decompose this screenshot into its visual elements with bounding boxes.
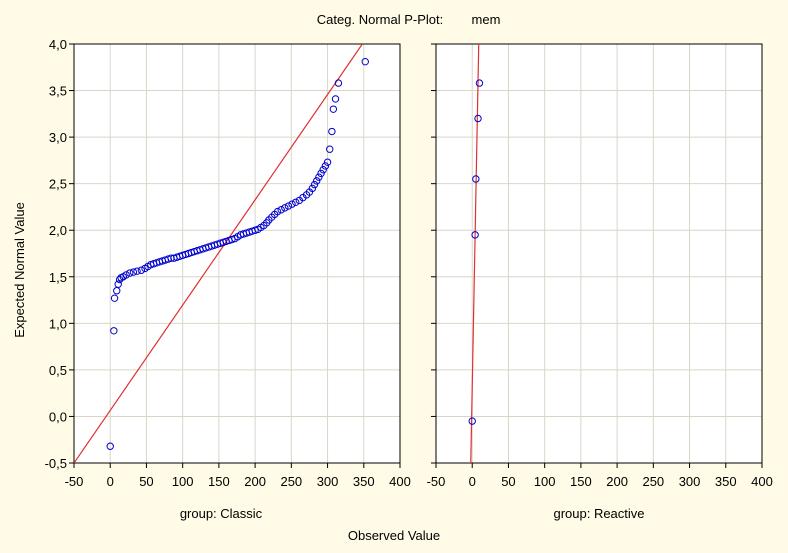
x-tick-label: 200 <box>606 474 628 489</box>
y-tick-label: 0,0 <box>49 409 67 424</box>
data-point <box>319 166 327 174</box>
chart-title: Categ. Normal P-Plot: <box>317 12 443 27</box>
data-point <box>126 269 134 277</box>
data-point <box>129 268 138 276</box>
plot-area <box>435 43 763 464</box>
panel-reactive: -50 0 50 100 150 200 250 300 350 400 <box>427 43 773 489</box>
fit-line <box>470 44 480 463</box>
data-point <box>310 180 319 189</box>
x-tick-label: 100 <box>534 474 556 489</box>
data-point <box>472 175 480 183</box>
data-point <box>317 169 325 178</box>
data-point <box>474 114 482 123</box>
data-point <box>281 204 289 212</box>
data-point <box>334 79 343 87</box>
x-tick-label: -50 <box>427 474 446 489</box>
data-point <box>468 417 476 425</box>
data-point <box>106 442 114 450</box>
data-point <box>137 266 146 274</box>
x-tick-label: 400 <box>751 474 773 489</box>
x-tick-label: 250 <box>642 474 664 489</box>
y-tick-label: 3,5 <box>49 84 67 99</box>
x-tick-label: -50 <box>65 474 84 489</box>
x-tick-label: 250 <box>280 474 302 489</box>
x-tick-label: 50 <box>501 474 515 489</box>
data-point <box>321 162 330 170</box>
y-tick-label: 4,0 <box>49 37 67 52</box>
y-tick-label: 0,5 <box>49 363 67 378</box>
x-tick-label: 300 <box>679 474 701 489</box>
x-tick-label: 400 <box>389 474 411 489</box>
panel-classic: -50 0 50 100 150 200 250 300 350 400 -0,5 0,0 0,5 1,0… <box>45 37 411 489</box>
panel-label-reactive: group: Reactive <box>553 506 644 521</box>
plot-border <box>73 43 401 464</box>
data-point <box>277 206 285 214</box>
data-point <box>326 145 334 153</box>
data-point <box>328 127 336 136</box>
data-point <box>329 105 338 113</box>
x-tick-label: 150 <box>208 474 230 489</box>
x-tick-label: 350 <box>715 474 737 489</box>
data-point <box>110 327 118 335</box>
x-tick-label: 200 <box>244 474 266 489</box>
x-tick-label: 0 <box>107 474 114 489</box>
x-tick-label: 300 <box>317 474 339 489</box>
data-point <box>114 280 122 288</box>
x-tick-label: 350 <box>353 474 375 489</box>
data-point <box>323 158 332 166</box>
data-point <box>312 177 321 185</box>
plot-area <box>73 43 401 464</box>
plot-border <box>435 43 763 464</box>
x-tick-label: 0 <box>469 474 476 489</box>
y-tick-label: -0,5 <box>45 456 67 471</box>
data-point <box>361 57 369 66</box>
data-point <box>291 198 300 206</box>
y-axis-label: Expected Normal Value <box>12 202 27 338</box>
data-point <box>110 294 119 302</box>
x-tick-label: 100 <box>172 474 194 489</box>
x-tick-label: 50 <box>139 474 153 489</box>
data-point <box>133 267 141 275</box>
y-tick-label: 3,0 <box>49 130 67 145</box>
data-point <box>315 173 323 181</box>
y-tick-label: 1,5 <box>49 270 67 285</box>
data-point <box>122 271 130 279</box>
x-axis-label: Observed Value <box>348 528 440 543</box>
y-tick-label: 1,0 <box>49 316 67 331</box>
data-point <box>331 95 340 103</box>
data-point <box>475 79 484 87</box>
y-tick-label: 2,0 <box>49 223 67 238</box>
y-tick-label: 2,5 <box>49 177 67 192</box>
data-point <box>471 231 479 239</box>
data-point <box>284 202 293 210</box>
data-point <box>167 254 175 262</box>
chart-variable-label: mem <box>472 12 501 27</box>
x-tick-label: 150 <box>570 474 592 489</box>
data-point <box>308 184 317 193</box>
panel-label-classic: group: Classic <box>180 506 263 521</box>
fit-line <box>74 44 363 463</box>
data-point <box>288 200 296 208</box>
data-point <box>273 207 282 216</box>
